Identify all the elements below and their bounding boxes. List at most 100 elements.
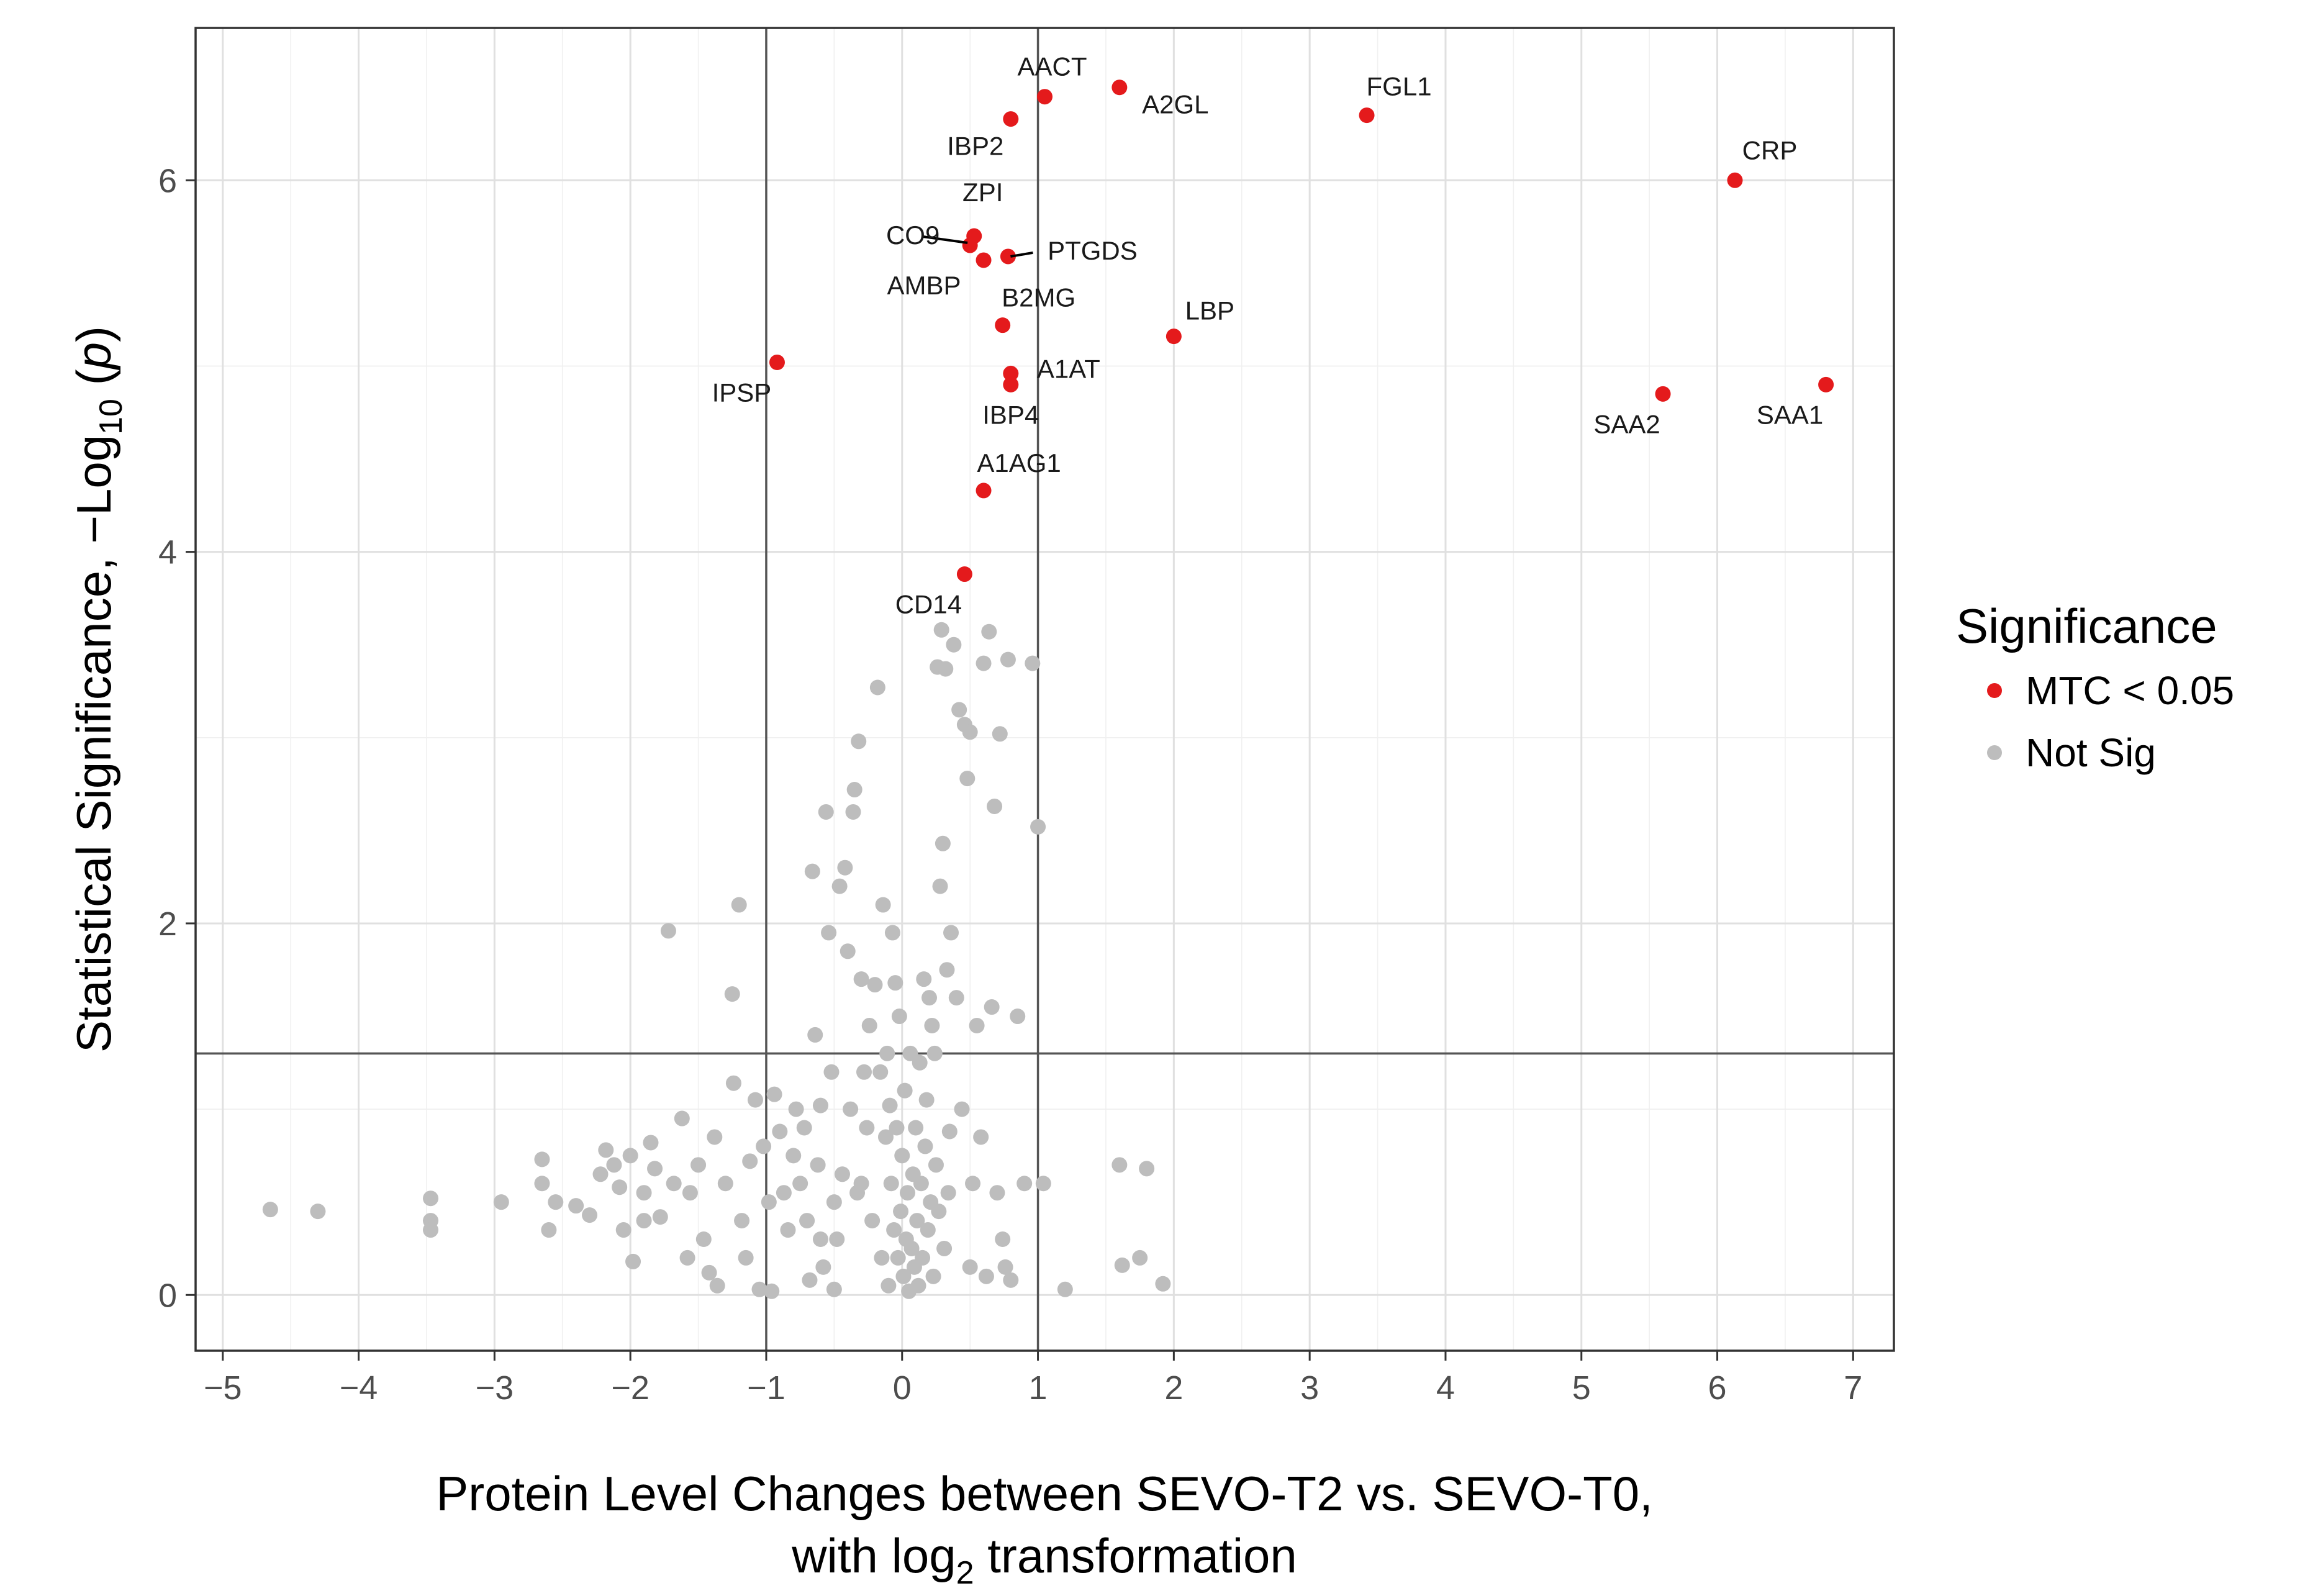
not-sig-point (1114, 1257, 1130, 1273)
not-sig-point (786, 1148, 802, 1164)
not-sig-point (695, 1231, 712, 1248)
not-sig-point (615, 1222, 632, 1238)
point-label: CO9 (886, 220, 939, 250)
not-sig-point (776, 1185, 792, 1201)
legend-key-notsig (1987, 745, 2002, 760)
legend: Significance MTC < 0.05 Not Sig (1956, 599, 2234, 775)
not-sig-point (829, 1231, 845, 1248)
not-sig-point (493, 1194, 509, 1210)
not-sig-point (840, 943, 856, 959)
not-sig-point (310, 1204, 326, 1220)
label-leader-line (1010, 251, 1033, 258)
point-label: AMBP (887, 271, 961, 300)
significant-point (1818, 376, 1834, 392)
not-sig-point (709, 1277, 725, 1294)
not-sig-point (1000, 651, 1016, 668)
significant-point (962, 237, 978, 253)
point-label: CD14 (895, 590, 962, 619)
not-sig-point (976, 655, 992, 671)
not-sig-point (660, 923, 676, 939)
not-sig-point (954, 1101, 970, 1117)
not-sig-point (943, 925, 959, 941)
grid-major (196, 28, 1894, 1351)
significant-point (769, 354, 785, 370)
not-sig-point (823, 1064, 840, 1080)
not-sig-point (931, 1204, 947, 1220)
not-sig-point (674, 1110, 690, 1127)
not-sig-point (925, 1268, 941, 1284)
not-sig-point (666, 1176, 682, 1192)
not-sig-point (891, 1009, 907, 1025)
not-sig-point (851, 733, 867, 750)
x-tick-label: 6 (1708, 1369, 1727, 1407)
not-sig-point (812, 1097, 828, 1113)
y-axis-title-p: p (66, 342, 121, 370)
x-tick-label: 0 (893, 1369, 912, 1407)
x-tick-label: 7 (1844, 1369, 1862, 1407)
not-sig-point (889, 1120, 905, 1136)
not-sig-point (893, 1204, 909, 1220)
not-sig-point (423, 1222, 439, 1238)
not-sig-point (792, 1176, 808, 1192)
not-sig-point (622, 1148, 638, 1164)
y-axis-title-subscript: 10 (93, 399, 129, 435)
point-label: SAA2 (1593, 409, 1660, 438)
not-sig-point (973, 1129, 989, 1145)
not-sig-point (846, 782, 863, 798)
not-sig-point (941, 1123, 958, 1140)
not-sig-point (875, 897, 891, 913)
not-sig-point (1010, 1009, 1026, 1025)
significant-point (995, 317, 1011, 333)
point-label: A1AG1 (977, 448, 1061, 478)
not-sig-point (647, 1161, 663, 1177)
not-sig-point (900, 1185, 916, 1201)
not-sig-point (938, 661, 954, 677)
label-leader-line (922, 235, 968, 244)
x-tick-label: −4 (340, 1369, 378, 1407)
not-sig-point (815, 1259, 831, 1275)
plot-area: AACT A2GL IBP2 FGL1 CRP ZPI CO9 AMBP PTGDS B2MG LB… (194, 27, 1895, 1352)
y-axis-title-open: ( (66, 369, 121, 399)
not-sig-point (742, 1153, 758, 1169)
not-sig-point (917, 1138, 933, 1154)
significant-point (1727, 172, 1743, 188)
point-label: LBP (1185, 296, 1234, 325)
not-sig-point (423, 1190, 439, 1207)
x-axis: −5 −4 −3 −2 −1 0 1 2 3 4 5 6 7 (204, 1351, 1862, 1407)
not-sig-point (894, 1148, 910, 1164)
not-sig-point (780, 1222, 796, 1238)
not-sig-point (902, 1045, 918, 1061)
not-sig-point (818, 804, 834, 820)
not-sig-point (918, 1092, 935, 1108)
significant-point (1003, 111, 1019, 127)
not-sig-point (879, 1045, 895, 1061)
not-sig-point (534, 1176, 550, 1192)
significant-point (1037, 89, 1053, 105)
not-sig-point (764, 1283, 780, 1299)
not-sig-point (810, 1157, 826, 1173)
not-sig-point (935, 835, 951, 851)
not-sig-point (946, 637, 962, 653)
not-sig-point (636, 1185, 652, 1201)
not-sig-point (853, 1176, 869, 1192)
x-tick-label: −3 (476, 1369, 514, 1407)
x-axis-title-line2: with log2 transformation (791, 1528, 1297, 1591)
not-sig-point (1025, 655, 1041, 671)
not-sig-point (908, 1120, 924, 1136)
label-leader-lines (922, 235, 1033, 258)
not-sig-point (690, 1157, 707, 1173)
not-sig-point (812, 1231, 828, 1248)
point-label: CRP (1742, 135, 1798, 165)
legend-title: Significance (1956, 599, 2217, 653)
not-sig-point (534, 1151, 550, 1168)
significant-point (1000, 248, 1016, 265)
significant-point (1112, 79, 1128, 96)
x-axis-title-line1: Protein Level Changes between SEVO-T2 vs… (436, 1466, 1653, 1521)
not-sig-point (756, 1138, 772, 1154)
not-sig-point (725, 1075, 741, 1091)
not-sig-point (1155, 1276, 1171, 1292)
x-tick-label: 5 (1572, 1369, 1591, 1407)
not-sig-point (895, 1268, 912, 1284)
